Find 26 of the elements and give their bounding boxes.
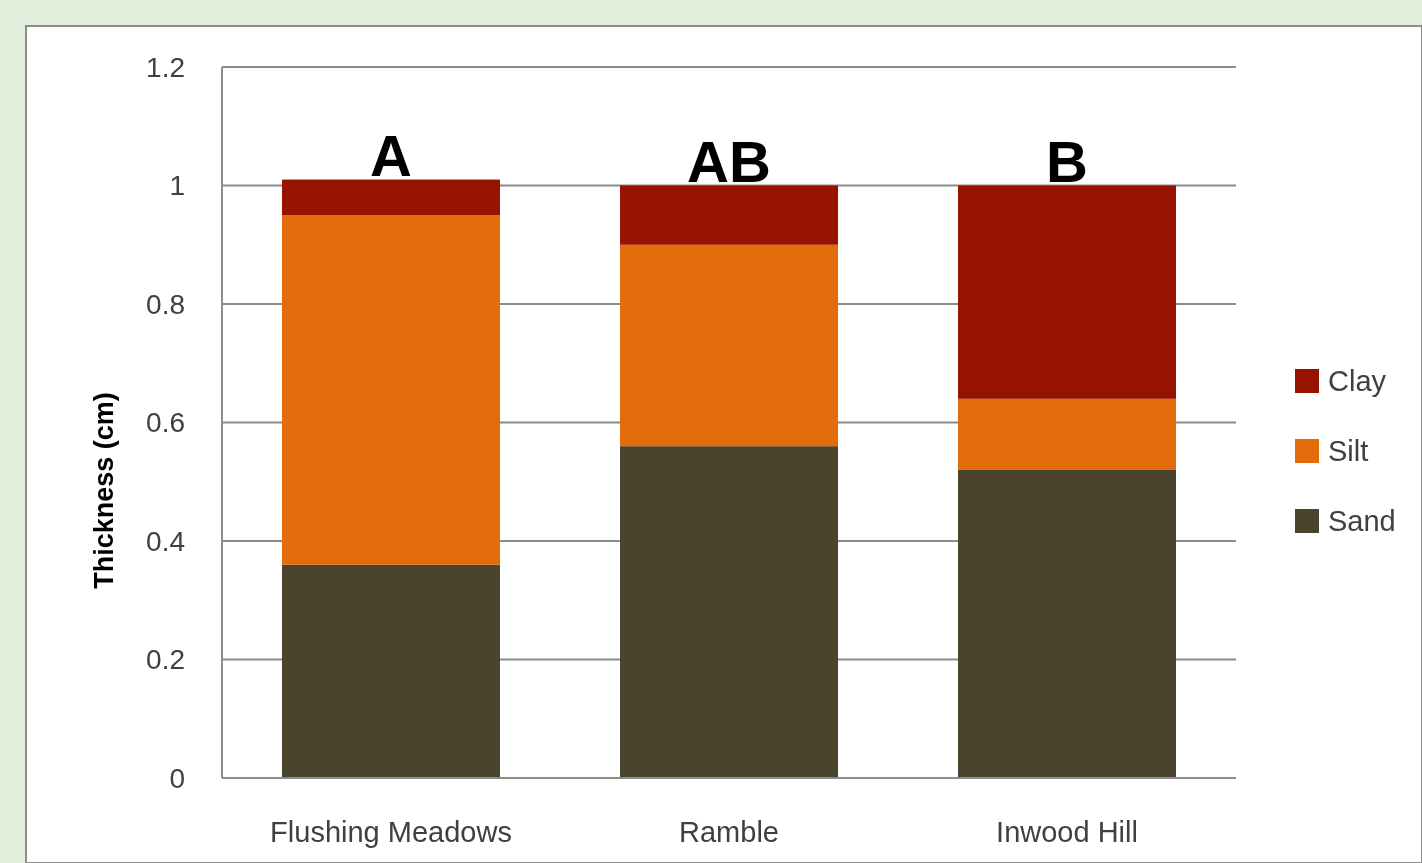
y-tick-label: 0.2 <box>146 644 185 676</box>
bar <box>282 215 501 565</box>
bar <box>282 564 501 778</box>
x-tick-label: Ramble <box>679 816 779 848</box>
bar <box>958 398 1177 470</box>
y-axis-title: Thickness (cm) <box>89 392 119 589</box>
x-tick-label: Inwood Hill <box>996 816 1138 848</box>
annotation: AB <box>687 128 771 194</box>
legend-label: Silt <box>1328 435 1369 468</box>
bar <box>620 185 839 245</box>
y-tick-label: 1.2 <box>146 51 185 83</box>
y-tick-label: 0.4 <box>146 525 185 557</box>
bar <box>620 244 839 447</box>
bar <box>282 179 501 216</box>
bar <box>958 469 1177 778</box>
bar <box>620 446 839 778</box>
x-tick-label: Flushing Meadows <box>270 816 512 848</box>
legend-label: Sand <box>1328 505 1396 538</box>
y-tick-label: 0.8 <box>146 288 185 320</box>
y-tick-label: 1 <box>169 170 185 202</box>
y-tick-label: 0 <box>169 762 185 794</box>
legend-label: Clay <box>1328 365 1387 398</box>
annotation: A <box>370 122 412 188</box>
y-tick-label: 0.6 <box>146 407 185 439</box>
annotation: B <box>1046 128 1088 194</box>
bar <box>958 185 1177 399</box>
